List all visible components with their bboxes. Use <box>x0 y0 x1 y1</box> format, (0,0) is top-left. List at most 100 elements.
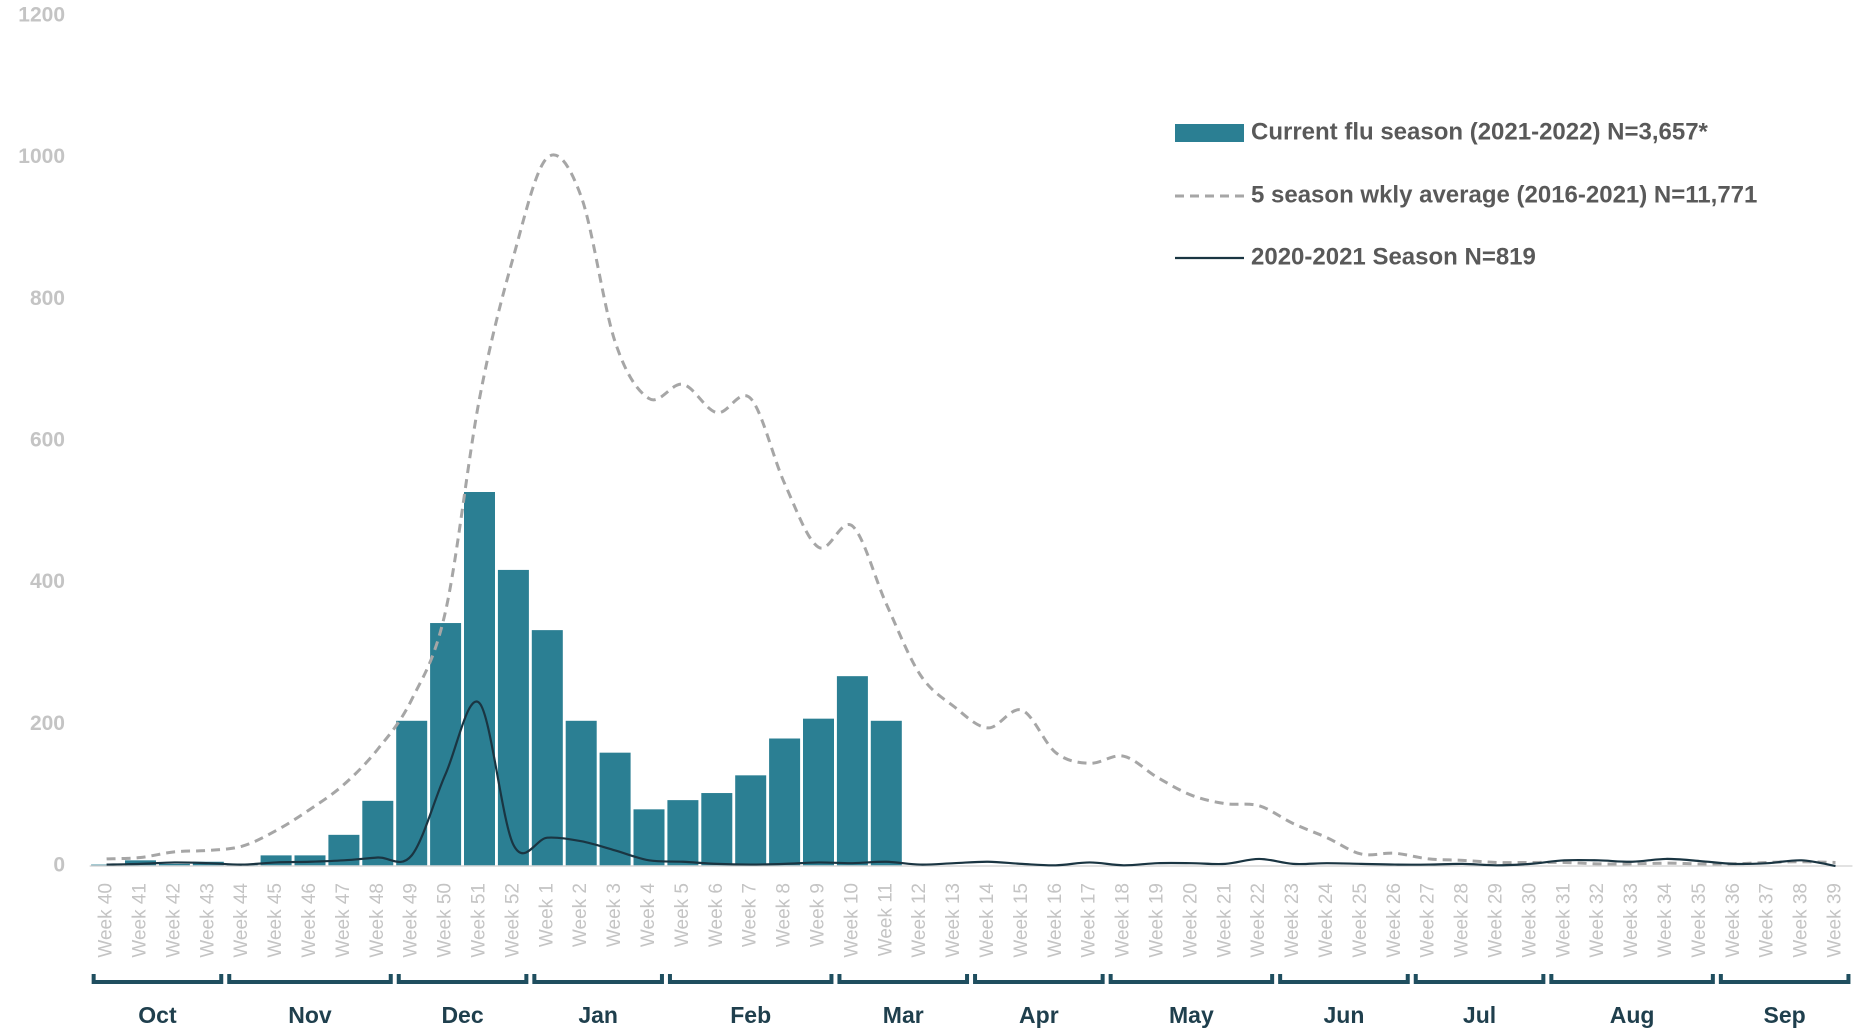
y-tick-label: 600 <box>30 429 65 452</box>
month-bracket <box>1108 974 1275 984</box>
month-label: Jan <box>578 1002 618 1028</box>
x-tick-label: Week 20 <box>1180 883 1201 958</box>
bar <box>362 800 394 866</box>
x-tick-label: Week 47 <box>333 883 354 958</box>
x-tick-label: Week 18 <box>1113 883 1134 958</box>
month-label: Jun <box>1324 1002 1365 1028</box>
month-bracket <box>1718 974 1851 984</box>
x-tick-label: Week 14 <box>977 883 998 958</box>
month-bracket <box>396 974 529 984</box>
x-tick-label: Week 24 <box>1316 883 1337 958</box>
month-label: Oct <box>138 1002 177 1028</box>
x-tick-label: Week 17 <box>1079 883 1100 958</box>
month-label: Sep <box>1764 1002 1806 1028</box>
legend-label: 5 season wkly average (2016-2021) N=11,7… <box>1251 181 1757 208</box>
legend-label: Current flu season (2021-2022) N=3,657* <box>1251 118 1709 145</box>
x-tick-label: Week 43 <box>197 883 218 958</box>
x-tick-label: Week 49 <box>401 883 422 958</box>
x-tick-label: Week 44 <box>231 883 252 958</box>
x-tick-label: Week 8 <box>774 883 795 947</box>
bar <box>735 775 767 866</box>
bar <box>870 720 902 866</box>
month-bracket <box>667 974 834 984</box>
bar <box>464 492 495 866</box>
month-label: Mar <box>883 1002 924 1028</box>
x-tick-label: Week 13 <box>943 883 964 958</box>
x-tick-label: Week 30 <box>1519 883 1540 958</box>
month-label: Feb <box>730 1002 771 1028</box>
x-tick-label: Week 28 <box>1452 883 1473 958</box>
line <box>106 700 1836 868</box>
x-tick-label: Week 37 <box>1757 883 1778 958</box>
x-tick-label: Week 45 <box>265 883 286 958</box>
x-tick-label: Week 26 <box>1384 883 1405 958</box>
x-tick-label: Week 15 <box>1011 883 1032 958</box>
x-tick-label: Week 2 <box>570 883 591 947</box>
x-tick-label: Week 12 <box>909 883 930 958</box>
month-bracket <box>532 974 664 984</box>
month-bracket <box>837 974 970 984</box>
x-tick-label: Week 40 <box>96 883 117 958</box>
y-tick-label: 1200 <box>18 4 65 27</box>
x-tick-label: Week 9 <box>808 883 829 947</box>
x-tick-label: Week 6 <box>706 883 727 947</box>
month-label: Dec <box>441 1002 483 1028</box>
month-label: Apr <box>1019 1002 1059 1028</box>
bar <box>701 793 733 866</box>
y-tick-label: 1000 <box>18 145 65 168</box>
x-tick-label: Week 41 <box>130 883 151 958</box>
bar <box>260 855 292 866</box>
x-tick-label: Week 21 <box>1214 883 1235 958</box>
x-tick-label: Week 3 <box>604 883 625 947</box>
bar <box>836 676 868 866</box>
x-tick-label: Week 39 <box>1825 883 1846 958</box>
line <box>106 153 1836 866</box>
bar <box>531 630 563 866</box>
month-label: Nov <box>288 1002 332 1028</box>
x-tick-label: Week 34 <box>1655 883 1676 958</box>
y-tick-label: 200 <box>30 712 65 735</box>
x-tick-label: Week 10 <box>841 883 862 958</box>
x-tick-label: Week 33 <box>1621 883 1642 958</box>
month-label: May <box>1169 1002 1214 1028</box>
month-bracket <box>1413 974 1546 984</box>
y-tick-label: 800 <box>30 287 65 310</box>
x-tick-label: Week 19 <box>1147 883 1168 958</box>
bar <box>396 720 428 866</box>
x-tick-label: Week 51 <box>469 883 490 958</box>
x-tick-label: Week 25 <box>1350 883 1371 958</box>
x-tick-label: Week 31 <box>1553 883 1574 958</box>
month-bracket <box>1549 974 1715 984</box>
legend-label: 2020-2021 Season N=819 <box>1251 243 1536 270</box>
legend-swatch <box>1175 124 1244 142</box>
y-tick-label: 400 <box>30 570 65 593</box>
month-bracket <box>91 974 224 984</box>
x-tick-label: Week 23 <box>1282 883 1303 958</box>
month-label: Aug <box>1610 1002 1655 1028</box>
x-tick-label: Week 46 <box>299 883 320 958</box>
x-tick-label: Week 50 <box>435 883 456 958</box>
x-tick-label: Week 1 <box>536 883 557 947</box>
month-label: Jul <box>1463 1002 1496 1028</box>
x-tick-label: Week 16 <box>1045 883 1066 958</box>
bar <box>667 800 699 866</box>
month-bracket <box>973 974 1105 984</box>
x-tick-label: Week 5 <box>672 883 693 947</box>
month-bracket <box>227 974 393 984</box>
x-tick-label: Week 48 <box>367 883 388 958</box>
bar <box>599 752 631 866</box>
month-bracket <box>1278 974 1410 984</box>
y-tick-label: 0 <box>53 854 65 877</box>
x-tick-label: Week 42 <box>163 883 184 958</box>
x-tick-label: Week 11 <box>875 883 896 956</box>
x-tick-label: Week 22 <box>1248 883 1269 958</box>
x-tick-label: Week 36 <box>1723 883 1744 958</box>
x-tick-label: Week 38 <box>1791 883 1812 958</box>
bar <box>633 809 665 866</box>
bar <box>497 569 529 866</box>
x-tick-label: Week 4 <box>638 883 659 948</box>
x-tick-label: Week 29 <box>1486 883 1507 958</box>
x-tick-label: Week 52 <box>502 883 523 958</box>
